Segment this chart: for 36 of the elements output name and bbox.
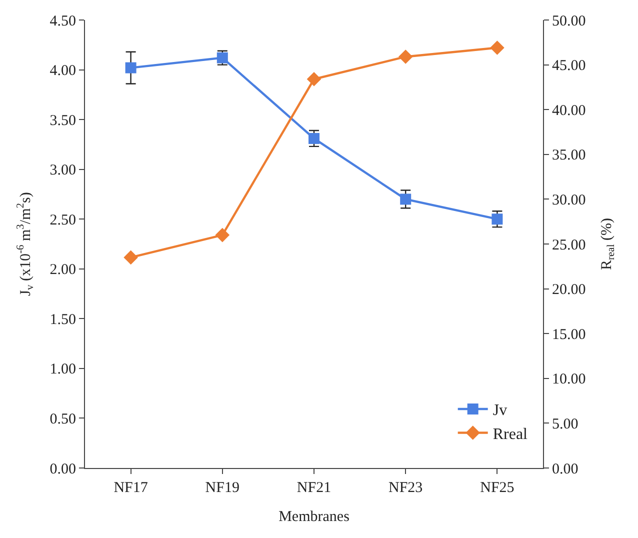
y2-tick-label: 25.00 xyxy=(552,237,586,254)
y2-tick-label: 20.00 xyxy=(552,282,586,298)
legend-label: Rreal xyxy=(492,426,528,444)
legend-label: Jv xyxy=(492,402,508,420)
y-tick-label: 1.00 xyxy=(50,362,76,378)
point xyxy=(398,50,413,64)
y2-tick-label: 30.00 xyxy=(552,192,586,208)
x-tick-label: NF17 xyxy=(114,480,148,496)
y2-tick-label: 50.00 xyxy=(552,13,586,30)
point xyxy=(400,194,412,205)
point xyxy=(306,72,322,86)
y-tick-label: 2.00 xyxy=(50,262,76,278)
y2-tick-label: 45.00 xyxy=(552,58,586,74)
y-tick-label: 1.50 xyxy=(50,312,76,328)
y2-tick-label: 5.00 xyxy=(552,416,578,432)
y-tick-label: 3.00 xyxy=(50,162,76,179)
y2-tick-label: 0.00 xyxy=(552,461,578,478)
point xyxy=(125,62,136,74)
point xyxy=(490,40,504,55)
y-tick-label: 3.50 xyxy=(50,112,76,129)
x-tick-label: NF23 xyxy=(388,480,423,496)
x-tick-label: NF21 xyxy=(296,480,332,496)
x-axis-title: Membranes xyxy=(278,509,350,525)
x-tick-label: NF19 xyxy=(205,480,240,496)
y2-tick-label: 10.00 xyxy=(552,372,586,388)
y2-tick-label: 40.00 xyxy=(552,102,586,119)
y2-tick-label: 15.00 xyxy=(552,326,586,343)
y-tick-label: 2.50 xyxy=(50,212,76,228)
point xyxy=(124,250,138,265)
point xyxy=(215,228,230,242)
y-tick-label: 4.00 xyxy=(50,63,76,80)
x-tick-label: NF25 xyxy=(480,480,514,496)
y2-tick-label: 35.00 xyxy=(552,148,586,164)
y-tick-label: 0.00 xyxy=(50,461,76,478)
y-tick-label: 0.50 xyxy=(50,411,76,428)
y-tick-label: 4.50 xyxy=(50,13,76,30)
